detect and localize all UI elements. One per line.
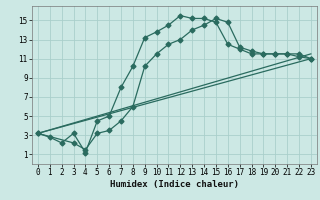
X-axis label: Humidex (Indice chaleur): Humidex (Indice chaleur): [110, 180, 239, 189]
